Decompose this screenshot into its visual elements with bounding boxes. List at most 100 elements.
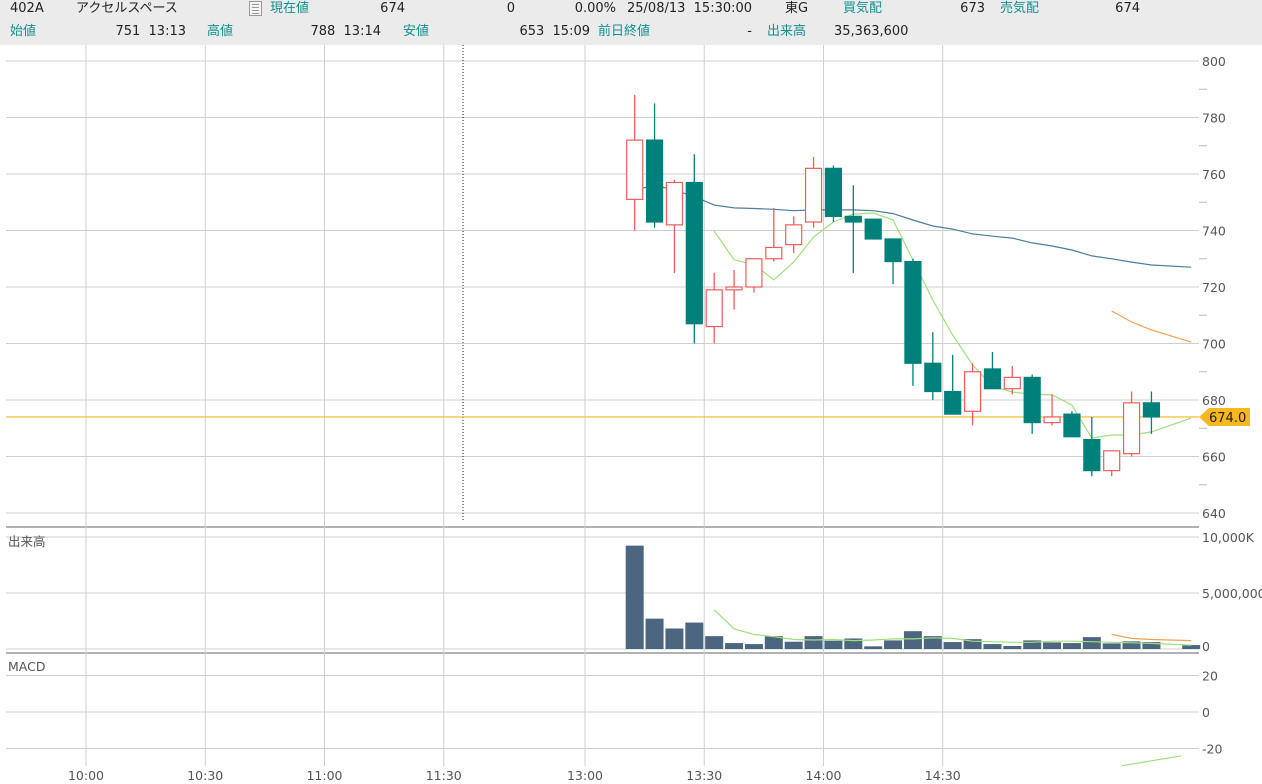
volume-bar <box>764 636 783 649</box>
prev-close-label: 前日終値 <box>598 24 651 39</box>
candle-body <box>804 167 823 223</box>
volume-bar <box>864 646 883 649</box>
volume-tick-label: 5,000,000 <box>1202 586 1262 601</box>
price-tick-label: 680 <box>1202 393 1226 408</box>
quote-datetime: 25/08/13 15:30:00 <box>627 1 753 16</box>
current-price-label: 現在値 <box>270 1 310 16</box>
quote-header: 402A アクセルスペース 現在値 674 0 0.00% 25/08/13 1… <box>0 0 1262 45</box>
volume-bar <box>1003 645 1022 649</box>
macd-tick-label: -20 <box>1202 742 1222 757</box>
volume-bar <box>1023 640 1042 649</box>
candle <box>924 332 942 400</box>
ask-label: 売気配 <box>1000 1 1040 16</box>
volume-bar <box>923 636 942 649</box>
volume-bar <box>1102 643 1121 649</box>
candle-body <box>884 238 902 263</box>
volume-value: 35,363,600 <box>834 24 909 39</box>
candle <box>665 179 684 273</box>
candle <box>963 363 982 426</box>
price-change: 0 <box>506 1 515 16</box>
candle <box>1003 366 1021 395</box>
candle <box>1142 391 1161 434</box>
volume-bar <box>1182 645 1201 649</box>
volume-bar <box>963 639 982 649</box>
candle-body <box>626 139 644 201</box>
volume-bar <box>744 644 763 649</box>
price-tick-label: 740 <box>1202 224 1226 239</box>
candle-body <box>824 167 843 217</box>
volume-bar <box>884 640 903 649</box>
volume-bar <box>625 545 644 649</box>
volume-bar <box>903 631 922 649</box>
volume-label: 出来高 <box>767 24 807 39</box>
candle-body <box>725 286 743 291</box>
price-tick-label: 760 <box>1202 167 1226 182</box>
candle-body <box>785 224 803 246</box>
price-ma-short-line <box>713 212 1192 439</box>
current-price: 674 <box>380 1 405 16</box>
volume-bar <box>1082 637 1101 649</box>
candle <box>1063 411 1081 438</box>
price-tick-label: 720 <box>1202 280 1226 295</box>
candle-body <box>665 181 684 226</box>
candle-body <box>705 289 723 328</box>
volume-bar <box>943 642 962 649</box>
price-ma-orange-line <box>1111 310 1192 343</box>
volume-panel-title: 出来高 <box>8 534 46 549</box>
candle <box>864 218 882 240</box>
volume-bar <box>804 636 823 649</box>
candle <box>626 94 644 231</box>
stock-name: アクセルスペース <box>76 1 178 16</box>
macd-panel-title: MACD <box>8 659 45 674</box>
volume-tick-label: 0 <box>1202 639 1210 654</box>
volume-bar <box>1122 641 1141 649</box>
open-label: 始値 <box>10 24 37 39</box>
time-tick-label: 13:00 <box>567 768 603 783</box>
candle <box>785 216 803 254</box>
candle <box>1083 416 1101 477</box>
volume-bar <box>1043 642 1062 649</box>
volume-bar <box>725 643 744 649</box>
volume-bar <box>645 618 664 649</box>
candle <box>725 270 743 310</box>
candle-body <box>765 246 783 260</box>
market: 東G <box>785 1 809 16</box>
bid-price: 673 <box>960 1 985 16</box>
candle-body <box>1122 402 1141 455</box>
volume-bar <box>685 622 704 649</box>
low-label: 安値 <box>403 24 430 39</box>
volume-bar <box>824 640 843 649</box>
time-tick-label: 11:00 <box>306 768 342 783</box>
last-price-label: 674.0 <box>1209 411 1246 426</box>
candle-body <box>745 258 763 288</box>
candle-body <box>1142 402 1161 418</box>
high-label: 高値 <box>207 24 234 39</box>
volume-bar <box>1062 643 1081 649</box>
candle-body <box>1083 438 1101 472</box>
candle <box>904 258 922 386</box>
candle-body <box>924 362 942 393</box>
price-tick-label: 640 <box>1202 506 1226 521</box>
candle-body <box>1043 416 1061 424</box>
candle-body <box>1063 413 1081 438</box>
price-ma-long-line <box>634 184 1192 268</box>
macd-line <box>1121 755 1182 767</box>
macd-tick-label: 0 <box>1202 705 1210 720</box>
volume-bar <box>784 641 803 649</box>
open-value: 751 13:13 <box>115 24 186 39</box>
candle-body <box>685 181 703 325</box>
volume-bar <box>1142 642 1161 649</box>
candle-body <box>1023 376 1041 424</box>
high-value: 788 13:14 <box>310 24 381 39</box>
candle <box>1023 374 1041 434</box>
price-tick-label: 780 <box>1202 111 1226 126</box>
volume-bar <box>983 644 1002 649</box>
candle <box>1122 391 1141 457</box>
candle-body <box>983 368 1002 390</box>
document-icon[interactable] <box>249 1 262 16</box>
price-change-pct: 0.00% <box>574 1 616 16</box>
candle-body <box>1103 450 1121 472</box>
low-value: 653 15:09 <box>519 24 590 39</box>
volume-bar <box>844 638 863 649</box>
